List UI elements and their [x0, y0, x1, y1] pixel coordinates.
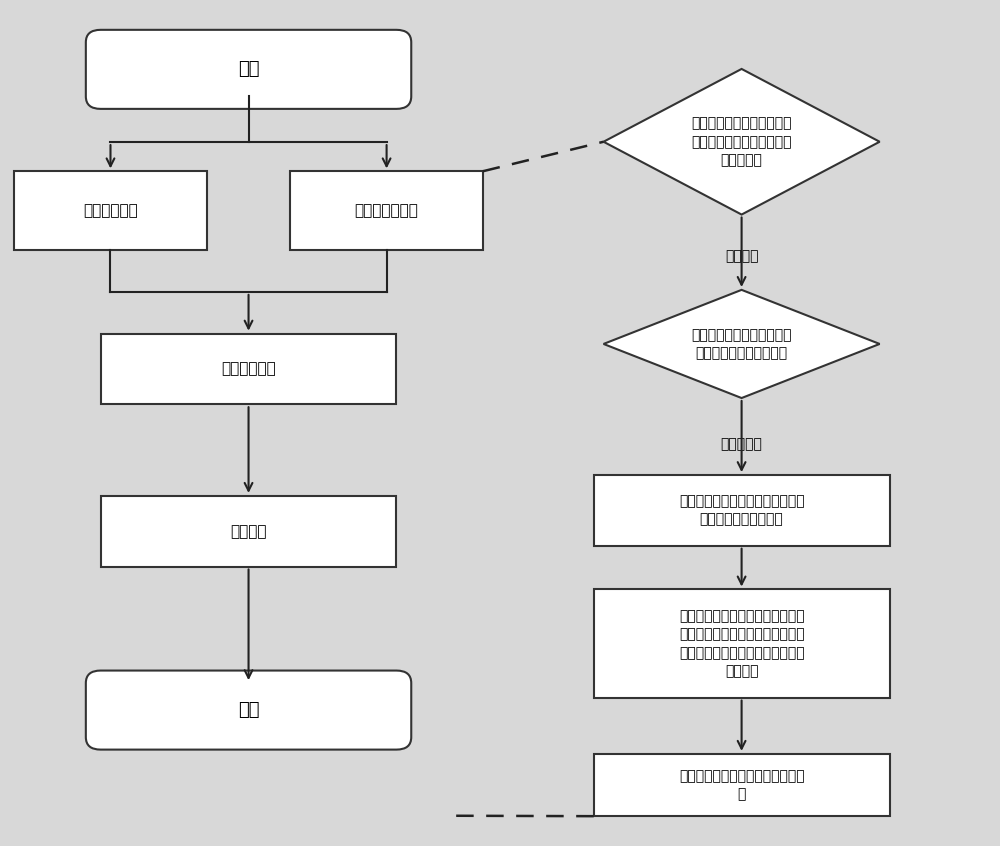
Bar: [101, 496, 396, 567]
Bar: [594, 590, 890, 698]
Bar: [290, 171, 483, 250]
Text: 场站出入口，基于机器视觉
的出租车识别，识别出租车
车身与顶灯: 场站出入口，基于机器视觉 的出租车识别，识别出租车 车身与顶灯: [691, 117, 792, 168]
Text: 车辆需求分析: 车辆需求分析: [221, 361, 276, 376]
Text: 基于机器视觉的空车识别，
场站内部的空车影响调度: 基于机器视觉的空车识别， 场站内部的空车影响调度: [691, 327, 792, 360]
Text: 结束: 结束: [238, 701, 259, 719]
Text: 读取并记录车载电子标签，即出租
车的车载射频身份信息: 读取并记录车载电子标签，即出租 车的车载射频身份信息: [679, 494, 804, 526]
FancyBboxPatch shape: [86, 30, 411, 109]
Bar: [594, 475, 890, 546]
Bar: [101, 333, 396, 404]
Text: 场站出租车计数: 场站出租车计数: [355, 203, 419, 218]
Text: 动态更新场站内部可用出租车的集
合: 动态更新场站内部可用出租车的集 合: [679, 769, 804, 801]
Text: 开始: 开始: [238, 60, 259, 79]
Polygon shape: [604, 290, 880, 398]
Bar: [594, 754, 890, 816]
Text: 综合入口和出口的空出租车计数信
息，计算得到场站内部现有空出租
车数量，以及每辆空出租车的射频
身份信息: 综合入口和出口的空出租车计数信 息，计算得到场站内部现有空出租 车数量，以及每辆…: [679, 609, 804, 678]
Polygon shape: [604, 69, 880, 215]
Text: 车辆调度: 车辆调度: [230, 524, 267, 539]
Text: 场站乘客计数: 场站乘客计数: [83, 203, 138, 218]
FancyBboxPatch shape: [86, 671, 411, 750]
Text: 是空出租车: 是空出租车: [721, 437, 763, 451]
Text: 是出租车: 是出租车: [725, 250, 758, 264]
Bar: [14, 171, 207, 250]
